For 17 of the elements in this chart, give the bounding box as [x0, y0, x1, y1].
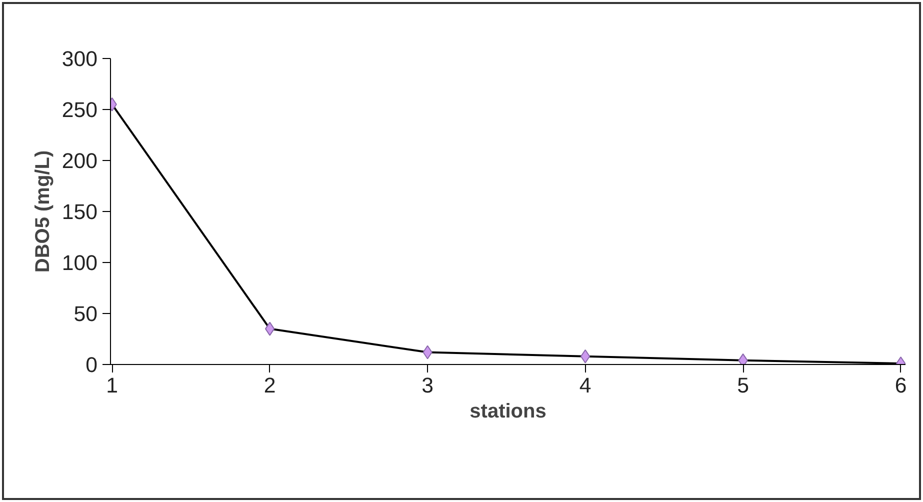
point	[264, 322, 275, 336]
y-tick-label: 200	[62, 149, 98, 173]
x-tick-label: 4	[579, 374, 592, 398]
x-tick-label: 2	[264, 374, 276, 398]
x-tick-label: 1	[106, 374, 118, 398]
point	[580, 349, 590, 364]
y-tick-label: 300	[62, 47, 98, 71]
x-tick-label: 3	[422, 374, 434, 398]
x-axis-title: stations	[470, 400, 546, 422]
y-tick-label: 100	[62, 251, 98, 275]
y-tick-label: 250	[62, 98, 98, 122]
y-tick-label: 50	[74, 302, 98, 326]
y-axis-title: DBO5 (mg/L)	[32, 150, 54, 273]
y-tick-label: 0	[86, 353, 98, 377]
y-tick-label: 150	[62, 200, 98, 224]
x-tick-label: 6	[894, 374, 907, 398]
x-tick-label: 5	[737, 374, 749, 398]
